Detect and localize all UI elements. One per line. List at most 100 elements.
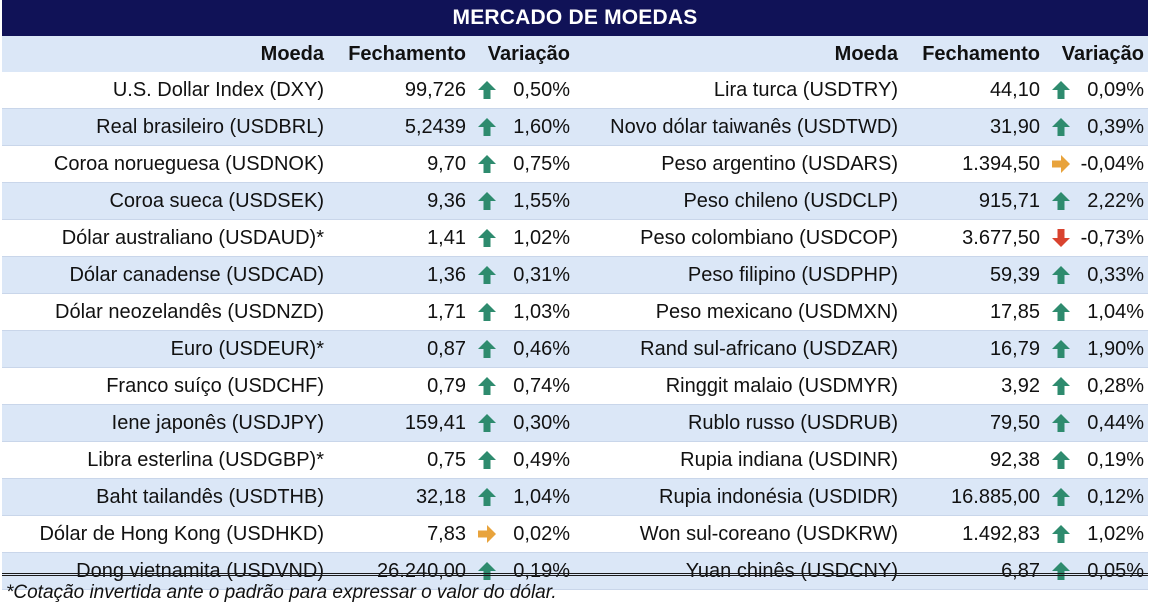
currency-name-left: Coroa sueca (USDSEK)	[109, 190, 324, 212]
table-row: Iene japonês (USDJPY) 159,41 0,30% Rublo ru…	[2, 405, 1148, 442]
currency-name-right: Won sul-coreano (USDKRW)	[639, 523, 898, 545]
table-row: Libra esterlina (USDGBP)* 0,75 0,49% Rupia …	[2, 442, 1148, 479]
change-value-right: 0,19%	[1087, 449, 1144, 471]
header-currency-left: Moeda	[260, 43, 324, 65]
currency-name-left: Real brasileiro (USDBRL)	[96, 116, 324, 138]
arrow-up-icon	[1052, 340, 1070, 358]
close-value-left: 0,87	[427, 338, 466, 360]
table-row: Franco suíço (USDCHF) 0,79 0,74% Ringgit ma…	[2, 368, 1148, 405]
change-value-right: -0,04%	[1080, 153, 1144, 175]
arrow-up-icon	[1052, 81, 1070, 99]
arrow-up-icon	[478, 81, 496, 99]
currency-name-right: Rand sul-africano (USDZAR)	[640, 338, 898, 360]
close-value-left: 5,2439	[404, 116, 466, 138]
change-value-left: 0,50%	[513, 79, 570, 101]
close-value-right: 915,71	[978, 190, 1040, 212]
change-value-left: 0,74%	[513, 375, 570, 397]
header-row: Moeda Fechamento Variação Moeda Fechamen…	[2, 36, 1148, 74]
arrow-up-icon	[478, 377, 496, 395]
close-value-left: 99,726	[404, 79, 466, 101]
change-value-left: 1,60%	[513, 116, 570, 138]
currency-name-right: Peso filipino (USDPHP)	[687, 264, 898, 286]
currency-name-right: Peso chileno (USDCLP)	[683, 190, 898, 212]
table-row: Dólar canadense (USDCAD) 1,36 0,31% Peso fi…	[2, 257, 1148, 294]
close-value-left: 9,36	[427, 190, 466, 212]
change-value-right: 0,33%	[1087, 264, 1144, 286]
arrow-right-icon	[478, 525, 496, 543]
table-body: U.S. Dollar Index (DXY) 99,726 0,50% Lira t…	[2, 72, 1148, 590]
currency-name-right: Lira turca (USDTRY)	[713, 79, 898, 101]
change-value-right: 2,22%	[1087, 190, 1144, 212]
header-currency-right: Moeda	[834, 43, 898, 65]
arrow-up-icon	[478, 155, 496, 173]
currency-name-left: Coroa norueguesa (USDNOK)	[53, 153, 324, 175]
close-value-left: 1,41	[427, 227, 466, 249]
change-value-right: 0,09%	[1087, 79, 1144, 101]
table-row: Dólar australiano (USDAUD)* 1,41 1,02% Peso…	[2, 220, 1148, 257]
close-value-left: 32,18	[415, 486, 466, 508]
change-value-left: 1,04%	[513, 486, 570, 508]
currency-name-right: Peso mexicano (USDMXN)	[655, 301, 898, 323]
currency-name-right: Peso colombiano (USDCOP)	[640, 227, 898, 249]
currency-name-right: Yuan chinês (USDCNY)	[685, 560, 898, 582]
close-value-right: 3.677,50	[962, 227, 1040, 249]
arrow-right-icon	[1052, 155, 1070, 173]
header-close-right: Fechamento	[922, 43, 1040, 65]
close-value-right: 79,50	[989, 412, 1040, 434]
arrow-up-icon	[478, 451, 496, 469]
close-value-right: 31,90	[989, 116, 1040, 138]
arrow-up-icon	[478, 118, 496, 136]
close-value-left: 26.240,00	[377, 560, 466, 582]
change-value-left: 1,55%	[513, 190, 570, 212]
table-row: Euro (USDEUR)* 0,87 0,46% Rand sul-africano…	[2, 331, 1148, 368]
close-value-left: 7,83	[427, 523, 466, 545]
currency-name-left: Libra esterlina (USDGBP)*	[87, 449, 324, 471]
currency-name-left: Dong vietnamita (USDVND)	[76, 560, 324, 582]
arrow-up-icon	[1052, 118, 1070, 136]
currency-name-right: Ringgit malaio (USDMYR)	[665, 375, 898, 397]
close-value-right: 1.394,50	[962, 153, 1040, 175]
close-value-left: 9,70	[427, 153, 466, 175]
arrow-up-icon	[1052, 303, 1070, 321]
currency-name-right: Rupia indiana (USDINR)	[680, 449, 898, 471]
arrow-up-icon	[478, 340, 496, 358]
change-value-left: 0,46%	[513, 338, 570, 360]
arrow-down-icon	[1052, 229, 1070, 247]
currency-name-right: Rupia indonésia (USDIDR)	[659, 486, 898, 508]
close-value-left: 0,75	[427, 449, 466, 471]
arrow-up-icon	[1052, 377, 1070, 395]
change-value-left: 0,02%	[513, 523, 570, 545]
close-value-left: 1,71	[427, 301, 466, 323]
arrow-up-icon	[478, 414, 496, 432]
header-change-left: Variação	[487, 43, 570, 65]
table-row: U.S. Dollar Index (DXY) 99,726 0,50% Lira t…	[2, 72, 1148, 109]
change-value-right: 0,39%	[1087, 116, 1144, 138]
close-value-right: 16.885,00	[951, 486, 1040, 508]
arrow-up-icon	[478, 488, 496, 506]
currency-name-left: Franco suíço (USDCHF)	[106, 375, 324, 397]
change-value-right: -0,73%	[1080, 227, 1144, 249]
arrow-up-icon	[1052, 266, 1070, 284]
table-row: Dólar de Hong Kong (USDHKD) 7,83 0,02% Won …	[2, 516, 1148, 553]
table-row: Real brasileiro (USDBRL) 5,2439 1,60% Novo …	[2, 109, 1148, 146]
currency-name-left: Baht tailandês (USDTHB)	[96, 486, 324, 508]
change-value-right: 1,04%	[1087, 301, 1144, 323]
arrow-up-icon	[1052, 414, 1070, 432]
footnote: *Cotação invertida ante o padrão para ex…	[6, 582, 557, 603]
arrow-up-icon	[478, 192, 496, 210]
change-value-left: 1,02%	[513, 227, 570, 249]
change-value-left: 0,75%	[513, 153, 570, 175]
change-value-right: 0,12%	[1087, 486, 1144, 508]
arrow-up-icon	[478, 266, 496, 284]
arrow-up-icon	[478, 229, 496, 247]
change-value-left: 0,49%	[513, 449, 570, 471]
currency-name-left: Dólar australiano (USDAUD)*	[61, 227, 324, 249]
change-value-left: 1,03%	[513, 301, 570, 323]
currency-name-left: Euro (USDEUR)*	[170, 338, 324, 360]
close-value-right: 3,92	[1001, 375, 1040, 397]
arrow-up-icon	[1052, 451, 1070, 469]
arrow-up-icon	[1052, 562, 1070, 580]
currency-name-left: Dólar neozelandês (USDNZD)	[55, 301, 324, 323]
arrow-up-icon	[1052, 488, 1070, 506]
